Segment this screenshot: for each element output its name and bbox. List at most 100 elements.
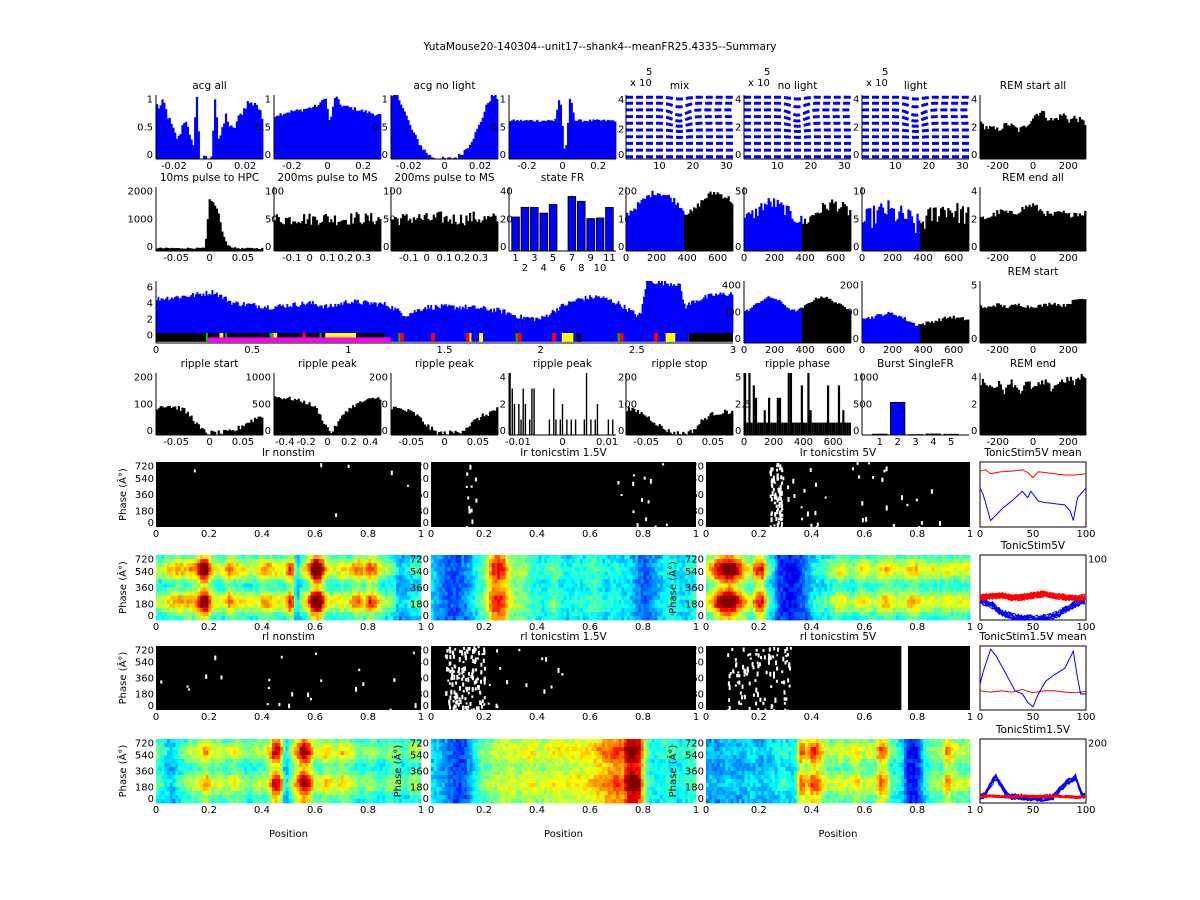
heatmap-cell xyxy=(282,587,287,592)
raster-gap xyxy=(939,521,941,526)
hist-bar xyxy=(510,120,514,159)
state-segment xyxy=(552,333,557,342)
heatmap-cell xyxy=(431,579,435,584)
hist-bar xyxy=(644,415,647,435)
fr-bar xyxy=(410,313,413,333)
heatmap-cell xyxy=(593,599,598,605)
hist-bar xyxy=(175,409,179,435)
hist-bar xyxy=(664,195,667,251)
heatmap-cell xyxy=(285,575,289,580)
heatmap-cell xyxy=(563,555,567,560)
hist-bar xyxy=(816,298,819,343)
heatmap-cell xyxy=(599,607,603,613)
heatmap-cell xyxy=(282,611,287,617)
x-tick-label: 0.6 xyxy=(307,622,323,633)
y-tick-label: 0 xyxy=(500,150,506,161)
heatmap-cell xyxy=(582,583,586,588)
heatmap-cell xyxy=(591,571,595,576)
heatmap-cell xyxy=(205,615,209,621)
x-tick-label: 2.5 xyxy=(629,345,645,356)
raster-gap xyxy=(632,510,635,514)
heatmap-cell xyxy=(560,571,564,576)
hist-bar xyxy=(548,120,552,159)
heatmap-cell xyxy=(497,583,501,588)
raster-gap xyxy=(662,463,665,466)
fr-bar xyxy=(389,309,392,333)
heatmap-cell xyxy=(544,567,548,572)
heatmap-cell xyxy=(167,599,171,605)
heatmap-cell xyxy=(327,603,331,609)
hist-bar xyxy=(1001,306,1004,343)
heatmap-cell xyxy=(368,567,372,572)
heatmap-cell xyxy=(178,611,182,617)
hist-bar xyxy=(1059,382,1062,435)
hist-bar xyxy=(324,424,327,435)
heatmap-cell xyxy=(618,591,622,597)
heatmap-cell xyxy=(582,615,586,621)
heatmap-cell xyxy=(213,603,218,609)
fr-bar xyxy=(370,302,373,333)
heatmap-cell xyxy=(530,559,534,564)
heatmap-cell xyxy=(233,611,237,617)
hist-bar xyxy=(1012,125,1015,159)
heatmap-cell xyxy=(535,571,540,576)
heatmap-cell xyxy=(156,575,160,580)
heatmap-cell xyxy=(332,607,336,613)
hist-bar xyxy=(1033,385,1037,435)
heatmap-cell xyxy=(371,595,375,601)
fr-bar xyxy=(614,304,617,333)
heatmap-cell xyxy=(569,611,573,617)
hist-bar xyxy=(396,95,399,159)
hist-bar xyxy=(713,415,716,435)
heatmap-cell xyxy=(566,583,570,588)
hist-bar xyxy=(235,430,239,435)
heatmap-cell xyxy=(194,591,198,597)
fr-bar xyxy=(290,307,293,333)
heatmap-cell xyxy=(415,615,419,621)
heatmap-cell xyxy=(469,587,473,592)
heatmap-cell xyxy=(522,587,526,592)
heatmap-cell xyxy=(194,587,198,592)
y-tick-label: 0.5 xyxy=(490,123,506,134)
hist-bar xyxy=(898,315,901,343)
hist-bar xyxy=(288,216,291,251)
hist-bar xyxy=(342,414,346,435)
heatmap-cell xyxy=(585,571,589,576)
y-tick-label: 1 xyxy=(147,95,153,106)
heatmap-cell xyxy=(436,603,440,609)
bar-2 xyxy=(520,206,530,252)
heatmap-cell xyxy=(241,563,245,568)
hist-bar xyxy=(1019,393,1022,435)
heatmap-cell xyxy=(621,591,625,597)
heatmap-cell xyxy=(249,595,254,601)
fr-bar xyxy=(407,316,410,333)
heatmap-cell xyxy=(376,615,380,621)
heatmap-cell xyxy=(252,571,256,576)
heatmap-cell xyxy=(613,555,617,560)
fr-bar xyxy=(452,305,455,333)
heatmap-cell xyxy=(563,591,567,597)
heatmap-cell xyxy=(186,575,190,580)
y-tick-label: 500 xyxy=(252,400,271,411)
heatmap-cell xyxy=(324,607,328,613)
heatmap-cell xyxy=(511,571,515,576)
heatmap-cell xyxy=(582,567,586,572)
y-tick-label: 100 xyxy=(369,400,388,411)
heatmap-cell xyxy=(299,595,303,601)
heatmap-cell xyxy=(541,555,545,560)
fr-bar xyxy=(428,308,431,333)
fr-bar xyxy=(194,294,197,333)
hist-bar xyxy=(771,298,774,343)
heatmap-cell xyxy=(294,563,298,568)
raster-gap xyxy=(771,467,774,471)
heatmap-cell xyxy=(574,559,578,564)
hist-bar xyxy=(350,107,353,159)
waveform-line xyxy=(626,95,733,101)
heatmap-cell xyxy=(555,599,559,605)
y-tick-label: 0 xyxy=(147,331,153,342)
heatmap-cell xyxy=(208,567,212,572)
hist-bar xyxy=(346,224,349,251)
fr-bar xyxy=(527,317,530,333)
fr-bar xyxy=(259,307,262,333)
panel-title: REM start all xyxy=(1000,80,1066,92)
